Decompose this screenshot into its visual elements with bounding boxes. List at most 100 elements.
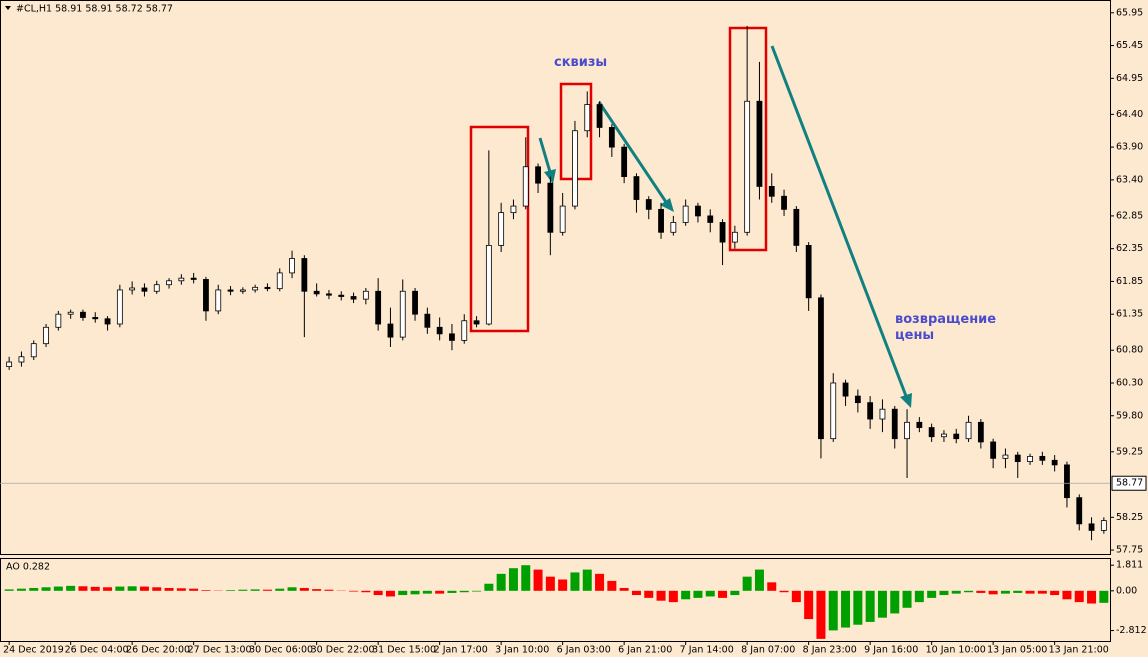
ao-bar (459, 590, 469, 593)
candle-body (252, 286, 259, 291)
candle-body (744, 100, 751, 233)
y-tick-label: 1.811 (1116, 560, 1143, 571)
candle-body (596, 104, 603, 128)
ao-bar (902, 590, 912, 608)
candle-body (793, 208, 800, 246)
ao-bar (262, 589, 272, 591)
candle-body (572, 130, 578, 207)
ao-bar (496, 573, 506, 591)
ao-bar (1037, 590, 1047, 594)
y-tick-label: 59.25 (1116, 446, 1143, 457)
ao-bar (742, 576, 752, 591)
candle-body (313, 290, 320, 295)
ao-bar (988, 590, 998, 595)
arrow-head (544, 169, 556, 184)
arrow (770, 45, 908, 397)
candle-body (522, 166, 529, 207)
ao-bar (1074, 590, 1084, 603)
ao-bar (754, 569, 764, 591)
ao-bar (828, 590, 838, 631)
x-tick-label: 6 Jan 21:00 (618, 645, 672, 656)
ao-bar (299, 587, 309, 591)
candle-body (485, 244, 492, 325)
chart-title: #CL,H1 58.91 58.91 58.72 58.77 (16, 4, 173, 15)
candle-body (412, 290, 418, 315)
arrow (538, 137, 552, 173)
ao-bar (250, 589, 260, 591)
ao-bar (472, 590, 482, 592)
candle-body (916, 421, 923, 428)
x-tick-label: 24 Dec 2019 (3, 645, 64, 656)
y-tick-label: 61.35 (1116, 309, 1143, 320)
candle-body (190, 277, 197, 280)
ao-bar (1099, 590, 1109, 603)
ao-bar (324, 589, 334, 591)
ao-bar (791, 590, 801, 603)
title-marker (5, 6, 11, 10)
candle-body (1100, 520, 1107, 531)
ao-bar (804, 590, 814, 620)
candle-body (1076, 497, 1083, 525)
ao-bar (312, 589, 322, 591)
ao-bar (595, 573, 605, 591)
ao-bar (619, 587, 629, 591)
candle-body (854, 395, 861, 404)
ao-bar (939, 590, 949, 596)
candle-body (547, 182, 554, 233)
y-tick-label: 58.25 (1116, 512, 1143, 523)
candle-body (891, 408, 898, 440)
ao-bar (1025, 590, 1035, 594)
x-tick-label: 13 Jan 05:00 (987, 645, 1047, 656)
ao-bar (29, 587, 39, 591)
candle-body (449, 333, 455, 341)
y-tick-label: 60.80 (1116, 345, 1143, 356)
y-tick-label: 62.35 (1116, 243, 1143, 254)
candle-body (756, 100, 763, 187)
ao-bar (890, 590, 900, 614)
x-tick-label: 30 Dec 06:00 (249, 645, 313, 656)
x-tick-label: 8 Jan 07:00 (741, 645, 795, 656)
ao-bar (115, 586, 125, 591)
ao-bar (631, 590, 641, 596)
candle-body (867, 402, 874, 420)
y-tick-label: 63.90 (1116, 142, 1143, 153)
ao-bar (422, 590, 432, 594)
ao-bar (349, 590, 359, 592)
x-tick-label: 8 Jan 23:00 (803, 645, 857, 656)
ao-bar (877, 590, 887, 618)
ao-bar (361, 590, 371, 593)
candle-body (904, 421, 910, 440)
ao-bar (693, 590, 703, 598)
ao-bar (816, 590, 826, 639)
x-tick-label: 26 Dec 20:00 (126, 645, 190, 656)
candle-body (375, 290, 382, 325)
x-tick-label: 3 Jan 10:00 (495, 645, 549, 656)
ao-bar (398, 590, 408, 596)
ao-bar (435, 590, 445, 594)
candle-body (141, 287, 148, 292)
candle-body (215, 289, 222, 312)
ao-bar (127, 586, 137, 591)
ao-bar (373, 590, 383, 596)
y-tick-label: 63.40 (1116, 174, 1143, 185)
ao-bar (570, 572, 580, 591)
candle-body (645, 199, 652, 210)
candle-body (264, 286, 271, 290)
candle-body (276, 272, 283, 290)
candle-body (1064, 464, 1070, 499)
x-tick-label: 31 Dec 15:00 (372, 645, 436, 656)
ao-bar (718, 590, 728, 598)
y-tick-label: 62.85 (1116, 210, 1143, 221)
ao-title: AO 0.282 (6, 562, 50, 573)
candle-body (1088, 523, 1095, 531)
candle-body (682, 205, 689, 223)
ao-bar (152, 587, 162, 591)
ao-bar (410, 590, 420, 595)
candle-body (350, 296, 357, 300)
ao-bar (656, 590, 666, 601)
candle-body (289, 258, 295, 274)
x-tick-label: 7 Jan 14:00 (680, 645, 734, 656)
candle-body (424, 313, 431, 328)
candle-body (30, 343, 37, 358)
